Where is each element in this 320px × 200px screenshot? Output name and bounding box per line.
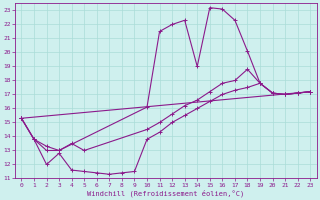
- X-axis label: Windchill (Refroidissement éolien,°C): Windchill (Refroidissement éolien,°C): [87, 189, 244, 197]
